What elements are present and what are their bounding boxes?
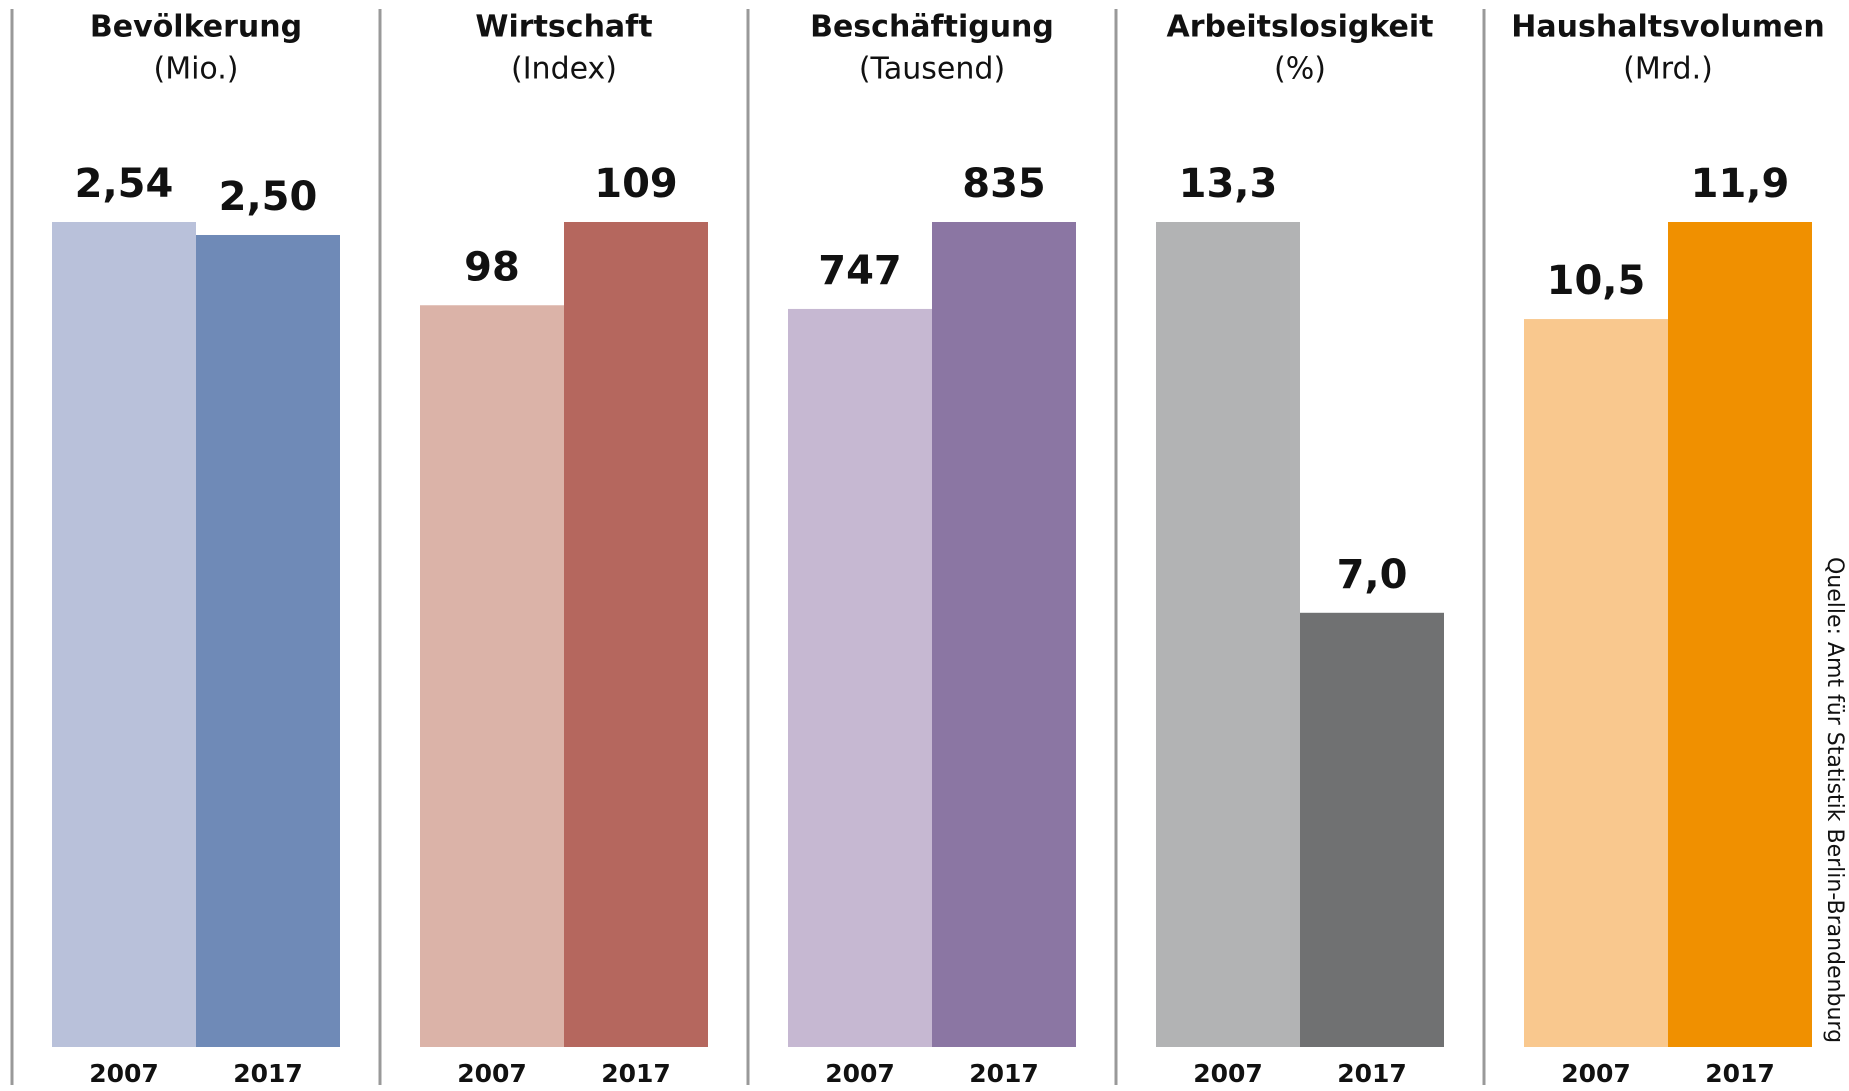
x-tick-label: 2007: [1561, 1059, 1631, 1088]
value-label: 98: [464, 244, 520, 290]
bar: [1668, 222, 1812, 1047]
bar: [196, 234, 340, 1047]
panel-title: Beschäftigung: [810, 10, 1054, 45]
panel-title: Wirtschaft: [475, 10, 652, 45]
x-tick-label: 2017: [969, 1059, 1039, 1088]
value-label: 835: [962, 161, 1046, 207]
bar: [1524, 319, 1668, 1047]
x-tick-label: 2007: [89, 1059, 159, 1088]
x-tick-label: 2007: [825, 1059, 895, 1088]
bar: [564, 222, 708, 1047]
panel-subtitle: (Tausend): [859, 52, 1005, 87]
panel-subtitle: (%): [1274, 52, 1326, 87]
bar: [420, 305, 564, 1048]
bar: [1156, 222, 1300, 1047]
panel-title: Haushaltsvolumen: [1511, 10, 1824, 45]
panel-subtitle: (Mrd.): [1623, 52, 1713, 87]
value-label: 109: [594, 161, 678, 207]
x-tick-label: 2007: [1193, 1059, 1263, 1088]
value-label: 747: [818, 248, 902, 294]
source: Quelle: Amt für Statistik Berlin-Branden…: [1822, 557, 1847, 1043]
bar: [1300, 612, 1444, 1047]
bar: [788, 308, 932, 1047]
value-label: 7,0: [1337, 552, 1408, 598]
bar: [932, 222, 1076, 1047]
panel-title: Arbeitslosigkeit: [1167, 10, 1434, 45]
panel-title: Bevölkerung: [90, 10, 302, 45]
panel-subtitle: (Index): [511, 52, 617, 87]
value-label: 10,5: [1547, 258, 1646, 304]
x-tick-label: 2017: [1705, 1059, 1775, 1088]
x-tick-label: 2017: [601, 1059, 671, 1088]
x-tick-label: 2017: [233, 1059, 303, 1088]
x-tick-label: 2007: [457, 1059, 527, 1088]
value-label: 2,50: [219, 174, 318, 220]
value-label: 13,3: [1179, 161, 1278, 207]
panel-subtitle: (Mio.): [154, 52, 239, 87]
bar: [52, 222, 196, 1047]
value-label: 11,9: [1691, 161, 1790, 207]
value-label: 2,54: [75, 161, 174, 207]
x-tick-label: 2017: [1337, 1059, 1407, 1088]
